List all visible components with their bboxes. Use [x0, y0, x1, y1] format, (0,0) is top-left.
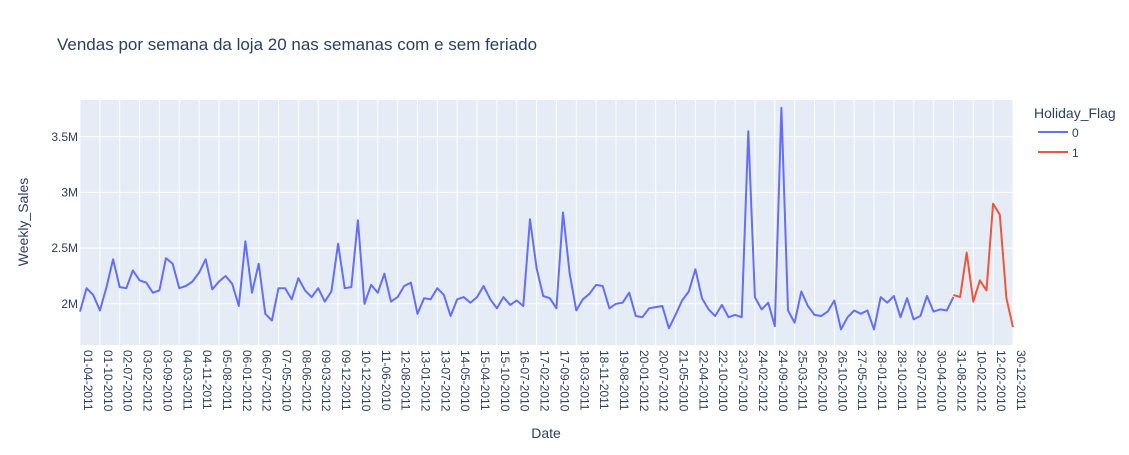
x-tick-label: 28-10-2011	[895, 350, 909, 411]
legend-title: Holiday_Flag	[1034, 105, 1116, 121]
x-tick-label: 21-05-2010	[677, 350, 691, 412]
x-tick-label: 18-11-2011	[597, 350, 611, 410]
y-tick-label: 3.5M	[51, 130, 78, 144]
x-tick-label: 04-11-2011	[200, 350, 214, 410]
x-tick-label: 22-04-2011	[696, 350, 710, 411]
legend-item-0[interactable]: 0	[1072, 126, 1079, 140]
x-tick-label: 16-07-2010	[518, 350, 532, 412]
x-tick-label: 19-08-2011	[617, 350, 631, 411]
x-tick-label: 15-10-2010	[498, 350, 512, 412]
x-tick-label: 30-04-2010	[935, 350, 949, 412]
x-tick-label: 12-02-2010	[994, 350, 1008, 412]
y-tick-label: 2M	[61, 297, 78, 311]
x-tick-label: 17-02-2012	[538, 350, 552, 412]
x-tick-label: 30-12-2011	[1014, 350, 1028, 411]
x-tick-label: 03-02-2012	[141, 350, 155, 412]
grid	[79, 100, 1014, 345]
x-tick-label: 12-08-2011	[399, 350, 413, 411]
x-tick-label: 23-07-2010	[736, 350, 750, 412]
x-tick-label: 28-01-2011	[875, 350, 889, 411]
x-axis: 01-04-2011 01-10-2010 02-07-2010 03-02-2012…	[81, 350, 1028, 412]
x-tick-label: 13-07-2012	[438, 350, 452, 412]
chart-title: Vendas por semana da loja 20 nas semanas…	[57, 35, 537, 54]
legend-item-1[interactable]: 1	[1072, 146, 1079, 160]
x-tick-label: 26-10-2010	[835, 350, 849, 412]
series-line-0[interactable]	[79, 106, 955, 331]
traces	[79, 106, 1014, 331]
x-tick-label: 26-02-2010	[815, 350, 829, 412]
x-tick-label: 24-09-2010	[776, 350, 790, 412]
x-tick-label: 17-09-2010	[557, 350, 571, 412]
x-tick-label: 15-04-2011	[478, 350, 492, 411]
x-tick-label: 01-04-2011	[81, 350, 95, 411]
x-tick-label: 01-10-2010	[101, 350, 115, 412]
x-tick-label: 10-12-2010	[359, 350, 373, 412]
x-tick-label: 31-08-2012	[954, 350, 968, 412]
x-tick-label: 13-01-2012	[418, 350, 432, 412]
x-tick-label: 11-06-2010	[379, 350, 393, 411]
x-tick-label: 06-01-2012	[240, 350, 254, 412]
x-tick-label: 25-03-2011	[796, 350, 810, 411]
x-tick-label: 05-08-2011	[220, 350, 234, 411]
x-tick-label: 10-02-2012	[974, 350, 988, 412]
x-tick-label: 20-07-2012	[657, 350, 671, 412]
x-tick-label: 27-05-2011	[855, 350, 869, 411]
x-tick-label: 02-07-2010	[121, 350, 135, 412]
x-axis-title: Date	[531, 425, 561, 441]
x-tick-label: 09-03-2012	[319, 350, 333, 412]
x-tick-label: 22-10-2010	[716, 350, 730, 412]
x-tick-label: 24-02-2012	[756, 350, 770, 412]
x-tick-label: 14-05-2010	[458, 350, 472, 412]
x-tick-label: 03-09-2010	[160, 350, 174, 412]
y-tick-label: 3M	[61, 185, 78, 199]
x-tick-label: 09-12-2011	[339, 350, 353, 411]
x-tick-label: 07-05-2010	[280, 350, 294, 412]
y-axis-title: Weekly_Sales	[15, 178, 31, 266]
x-tick-label: 06-07-2012	[260, 350, 274, 412]
y-tick-label: 2.5M	[51, 241, 78, 255]
x-tick-label: 08-06-2012	[299, 350, 313, 412]
legend[interactable]: Holiday_Flag 0 1	[1034, 105, 1116, 160]
x-tick-label: 18-03-2011	[577, 350, 591, 411]
series-line-1[interactable]	[953, 202, 1014, 328]
x-tick-label: 04-03-2011	[180, 350, 194, 411]
x-tick-label: 29-07-2011	[915, 350, 929, 411]
y-axis: 2M 2.5M 3M 3.5M	[51, 130, 78, 311]
x-tick-label: 20-01-2012	[637, 350, 651, 412]
